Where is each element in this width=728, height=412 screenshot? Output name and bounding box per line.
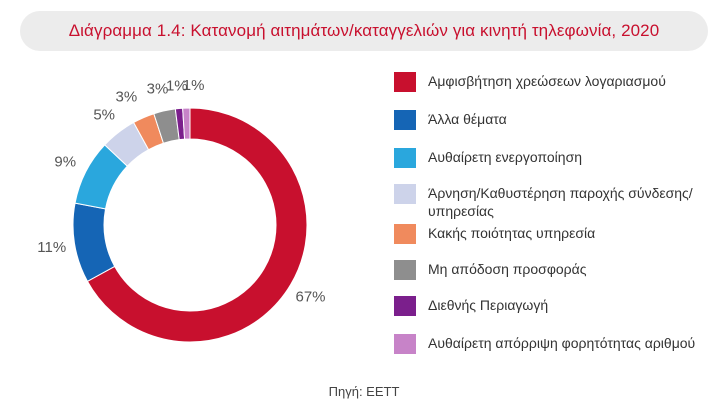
data-label-5: 3% bbox=[116, 89, 138, 106]
legend-item-6: Μη απόδοση προσφοράς bbox=[394, 260, 698, 280]
legend-item-8: Αυθαίρετη απόρριψη φορητότητας αριθμού bbox=[394, 334, 698, 354]
data-label-1: 67% bbox=[295, 288, 325, 305]
legend-label-1: Αμφισβήτηση χρεώσεων λογαριασμού bbox=[428, 73, 666, 89]
data-label-3: 9% bbox=[54, 153, 76, 170]
donut-slice-8 bbox=[182, 107, 191, 140]
legend-item-3: Αυθαίρετη ενεργοποίηση bbox=[394, 148, 698, 168]
legend-label-5: Κακής ποιότητας υπηρεσία bbox=[428, 225, 596, 241]
legend-swatch-3 bbox=[394, 148, 416, 168]
legend-swatch-7 bbox=[394, 296, 416, 316]
data-label-2: 11% bbox=[37, 239, 66, 256]
legend-swatch-6 bbox=[394, 260, 416, 280]
legend-swatch-5 bbox=[394, 224, 416, 244]
source-note: Πηγή: ΕΕΤΤ bbox=[328, 384, 400, 399]
data-label-7: 1% bbox=[166, 78, 188, 95]
chart-title: Διάγραμμα 1.4: Κατανομή αιτημάτων/καταγγ… bbox=[68, 21, 660, 40]
data-label-4: 5% bbox=[93, 106, 115, 123]
legend-item-7: Διεθνής Περιαγωγή bbox=[394, 296, 698, 316]
legend-item-1: Αμφισβήτηση χρεώσεων λογαριασμού bbox=[394, 72, 698, 92]
legend-label-4: Άρνηση/Καθυστέρηση παροχής σύνδεσης/ υπη… bbox=[428, 185, 693, 219]
legend-swatch-8 bbox=[394, 334, 416, 354]
donut-slice-1 bbox=[86, 107, 308, 343]
legend-swatch-1 bbox=[394, 72, 416, 92]
legend-item-4: Άρνηση/Καθυστέρηση παροχής σύνδεσης/ υπη… bbox=[394, 184, 698, 220]
legend-label-7: Διεθνής Περιαγωγή bbox=[428, 297, 549, 313]
data-label-6: 3% bbox=[147, 80, 169, 97]
legend-swatch-2 bbox=[394, 110, 416, 130]
chart-title-bar: Διάγραμμα 1.4: Κατανομή αιτημάτων/καταγγ… bbox=[20, 11, 708, 51]
legend-swatch-4 bbox=[394, 184, 416, 204]
donut-slice-2 bbox=[72, 202, 116, 283]
legend-label-6: Μη απόδοση προσφοράς bbox=[428, 261, 587, 277]
legend-label-3: Αυθαίρετη ενεργοποίηση bbox=[428, 149, 582, 165]
legend-label-8: Αυθαίρετη απόρριψη φορητότητας αριθμού bbox=[428, 335, 696, 351]
legend-label-2: Άλλα θέματα bbox=[428, 111, 507, 127]
legend-item-2: Άλλα θέματα bbox=[394, 110, 698, 130]
legend-item-5: Κακής ποιότητας υπηρεσία bbox=[394, 224, 698, 244]
data-label-8: 1% bbox=[183, 77, 205, 94]
